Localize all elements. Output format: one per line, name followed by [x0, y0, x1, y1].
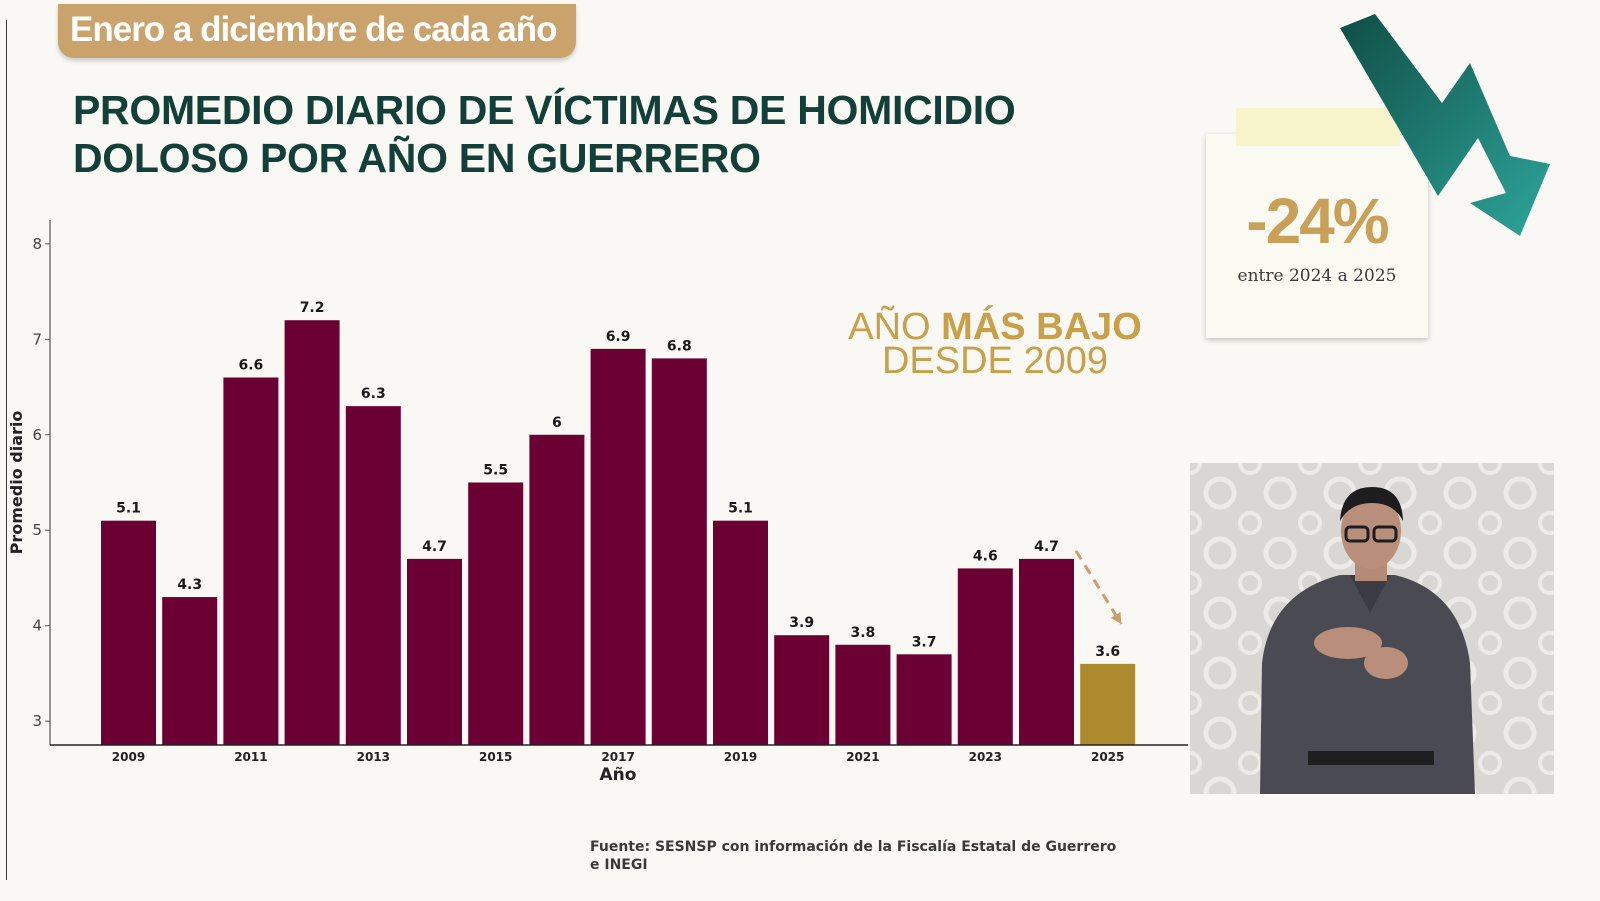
x-tick-label-2025: 2025: [1091, 750, 1124, 764]
x-axis-label: Año: [600, 765, 637, 785]
sticky-note-callout: -24% entre 2024 a 2025: [1206, 134, 1428, 338]
bar-2014: [407, 558, 462, 745]
x-tick-label-2015: 2015: [479, 750, 512, 764]
x-tick-label-2009: 2009: [112, 750, 145, 764]
data-label-2018: 6.8: [667, 338, 692, 354]
y-axis-label: Promedio diario: [7, 411, 26, 555]
bar-2017: [590, 348, 646, 745]
decline-arrow-head-icon: [1110, 611, 1122, 624]
data-label-2025: 3.6: [1095, 644, 1120, 660]
y-tick-label: 8: [32, 235, 42, 253]
decline-dashed-arrow-line: [1074, 550, 1123, 625]
source-note: Fuente: SESNSP con información de la Fis…: [590, 839, 1117, 873]
data-label-2014: 4.7: [422, 539, 447, 555]
data-label-2012: 7.2: [300, 300, 325, 316]
bar-2025: [1080, 663, 1136, 745]
bar-2013: [345, 406, 401, 745]
bar-2019: [713, 520, 768, 745]
data-label-2019: 5.1: [728, 501, 753, 517]
bar-2021: [835, 644, 891, 745]
data-label-2024: 4.7: [1034, 539, 1059, 555]
data-label-2022: 3.7: [912, 634, 937, 650]
y-tick-label: 6: [32, 426, 42, 444]
data-label-2015: 5.5: [483, 463, 508, 479]
page-title-line-1: PROMEDIO DIARIO DE VÍCTIMAS DE HOMICIDIO: [73, 87, 1016, 133]
bar-2012: [284, 320, 340, 745]
page-title-line-2: DOLOSO POR AÑO EN GUERRERO: [73, 135, 761, 181]
x-tick-label-2017: 2017: [601, 750, 634, 764]
y-tick-label: 3: [32, 712, 42, 730]
change-caption: entre 2024 a 2025: [1237, 266, 1397, 286]
note-tape-strip: [1236, 108, 1400, 146]
x-tick-label-2021: 2021: [846, 750, 879, 764]
x-tick-label-2011: 2011: [234, 750, 267, 764]
left-border-line: [6, 20, 7, 880]
data-label-2023: 4.6: [973, 548, 998, 564]
bar-2022: [896, 654, 952, 745]
bar-chart: 3 4 5 6 7 8 Promedio diario 5.1 4.3 6.6 7.2 6.3 4.7 5…: [7, 220, 1188, 785]
bar-2010: [162, 597, 218, 745]
headline-line-2: DESDE 2009: [881, 340, 1108, 382]
y-tick-label: 5: [32, 521, 42, 539]
bar-2011: [223, 377, 279, 745]
data-label-2021: 3.8: [850, 625, 875, 641]
sign-language-video-panel: [1190, 463, 1554, 794]
page-title: PROMEDIO DIARIO DE VÍCTIMAS DE HOMICIDIO…: [73, 86, 1073, 182]
bar-2009: [101, 520, 156, 745]
bar-2018: [651, 358, 707, 745]
headline-normal-text: AÑO: [848, 306, 931, 348]
lowest-year-headline: AÑO MÁS BAJO DESDE 2009: [840, 308, 1150, 380]
data-label-2017: 6.9: [606, 329, 631, 345]
change-percent: -24%: [1246, 185, 1389, 257]
headline-line-1: AÑO MÁS BAJO: [840, 308, 1150, 346]
data-label-2013: 6.3: [361, 386, 386, 402]
downward-trend-arrow-icon: [1340, 14, 1550, 236]
period-tag: Enero a diciembre de cada año: [58, 4, 577, 58]
bar-2015: [468, 482, 524, 745]
data-label-2009: 5.1: [116, 501, 141, 517]
data-label-2010: 4.3: [177, 577, 202, 593]
x-tick-label-2013: 2013: [357, 750, 390, 764]
data-label-2020: 3.9: [789, 615, 814, 631]
bar-2016: [529, 434, 585, 745]
data-label-2016: 6: [552, 415, 562, 431]
bar-2020: [774, 635, 830, 745]
x-tick-label-2019: 2019: [724, 750, 757, 764]
data-label-2011: 6.6: [238, 358, 263, 374]
x-tick-label-2023: 2023: [969, 750, 1002, 764]
y-tick-label: 7: [32, 330, 42, 348]
bar-2023: [957, 568, 1013, 745]
y-tick-label: 4: [32, 617, 42, 635]
interpreter-video-icon: [1190, 463, 1554, 794]
headline-bold-text: MÁS BAJO: [941, 306, 1142, 348]
bar-2024: [1019, 558, 1074, 745]
